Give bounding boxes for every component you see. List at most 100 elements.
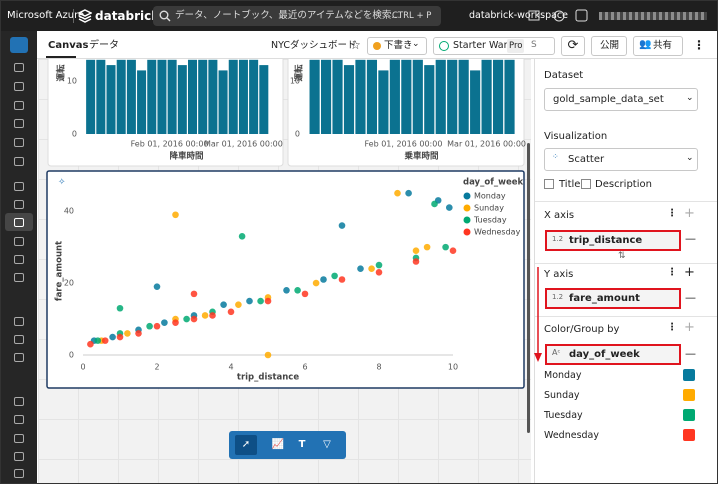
bar (238, 59, 248, 134)
dataset-label: Dataset (544, 70, 584, 81)
point (172, 319, 179, 326)
bar (355, 59, 366, 134)
bar (157, 59, 167, 134)
bar (126, 59, 136, 134)
visualization-value: Scatter (568, 154, 605, 165)
nav-icon (14, 138, 24, 147)
nav-icon (14, 353, 24, 362)
dataset-select[interactable] (544, 88, 698, 111)
separator (535, 316, 717, 317)
color-item-name: Wednesday (544, 430, 600, 441)
publish-button[interactable] (591, 36, 627, 56)
bar (259, 65, 269, 134)
point (338, 276, 346, 283)
bar (320, 59, 332, 134)
y-field[interactable] (545, 288, 681, 309)
point (375, 268, 383, 276)
workspace-name[interactable]: databrick-workspace (469, 10, 568, 21)
title-checkbox[interactable] (544, 179, 554, 189)
point (146, 322, 153, 330)
bar (412, 59, 423, 134)
legend-label: Wednesday (474, 228, 521, 237)
tab-canvas[interactable]: Canvas (48, 40, 89, 51)
x-remove[interactable]: — (685, 232, 696, 245)
color-field[interactable] (545, 344, 681, 365)
annotation-arrow (534, 267, 542, 362)
color-add[interactable]: + (684, 320, 695, 335)
y-axis-label: 運転 (56, 64, 67, 82)
point (412, 258, 420, 265)
point (264, 351, 272, 359)
search-box[interactable] (153, 6, 441, 26)
bar (435, 59, 446, 134)
separator (535, 201, 717, 202)
bar (366, 59, 378, 134)
nav-icon (14, 63, 24, 72)
point (227, 308, 235, 316)
description-option: Description (595, 179, 652, 190)
visualization-select[interactable] (544, 148, 698, 171)
point (312, 279, 320, 287)
more-menu[interactable]: ⋮ (693, 38, 705, 52)
bar (106, 65, 116, 134)
status-button[interactable] (367, 37, 427, 55)
nav-icon (14, 469, 24, 478)
x-axis-label: 降車時間 (169, 151, 203, 162)
warehouse-button[interactable] (433, 37, 555, 55)
point (357, 265, 364, 273)
databricks-logo (78, 9, 92, 23)
y-menu[interactable]: ⋮ (667, 267, 677, 278)
x-menu[interactable]: ⋮ (667, 208, 677, 219)
warehouse-name: Starter Ware... (453, 40, 523, 51)
x-axis-label: trip_distance (237, 373, 299, 383)
color-label: Color/Group by (544, 324, 620, 335)
y-field-type: 1.2 (552, 293, 564, 301)
share-button[interactable] (633, 36, 683, 56)
dashboard-name[interactable]: NYCダッシュボード (271, 40, 357, 51)
star-icon[interactable]: ☆ (350, 38, 361, 52)
description-checkbox[interactable] (581, 179, 591, 189)
new-button (10, 37, 28, 53)
text-tool[interactable]: T (298, 439, 306, 450)
bar (378, 70, 389, 134)
point (431, 200, 438, 208)
point (190, 315, 198, 323)
y-add[interactable]: + (684, 265, 695, 280)
nav-icon (14, 273, 24, 282)
bar (147, 59, 157, 134)
x-tick-label: 4 (228, 363, 233, 372)
point (153, 322, 161, 330)
warehouse-status (439, 41, 449, 51)
tab-data[interactable]: データ (89, 40, 119, 51)
bar-group (309, 59, 515, 134)
point (153, 283, 161, 290)
color-remove[interactable]: — (685, 347, 696, 360)
x-field[interactable] (545, 230, 681, 251)
x-add[interactable]: + (684, 206, 695, 221)
point (331, 272, 338, 280)
search-icon (159, 10, 171, 22)
x-tick-label: Feb 01, 2016 00:00 (131, 140, 209, 149)
tab-underline (46, 56, 76, 58)
color-item-swatch (683, 369, 695, 381)
x-tick-label: 8 (376, 363, 381, 372)
select-tool[interactable]: ➚ (235, 435, 257, 455)
y-tick-label: 0 (295, 130, 300, 139)
nav-icon (14, 200, 24, 209)
y-remove[interactable]: — (685, 291, 696, 304)
x-tick-label: Mar 01, 2016 00:00 (204, 140, 283, 149)
bar (187, 59, 198, 134)
color-menu[interactable]: ⋮ (667, 322, 677, 333)
nav-icon (14, 182, 24, 191)
nav-icon (14, 101, 24, 110)
bar (504, 59, 515, 134)
bar (96, 59, 106, 134)
bar (249, 59, 259, 134)
chart-tool[interactable]: 📈 (271, 439, 285, 450)
filter-tool[interactable]: ▽ (323, 439, 331, 450)
refresh-button[interactable]: ⟳ (561, 36, 585, 56)
nav-icon (14, 157, 24, 166)
swap-icon[interactable]: ⇅ (618, 251, 626, 261)
y-field-name: fare_amount (569, 293, 640, 304)
point (183, 315, 190, 323)
